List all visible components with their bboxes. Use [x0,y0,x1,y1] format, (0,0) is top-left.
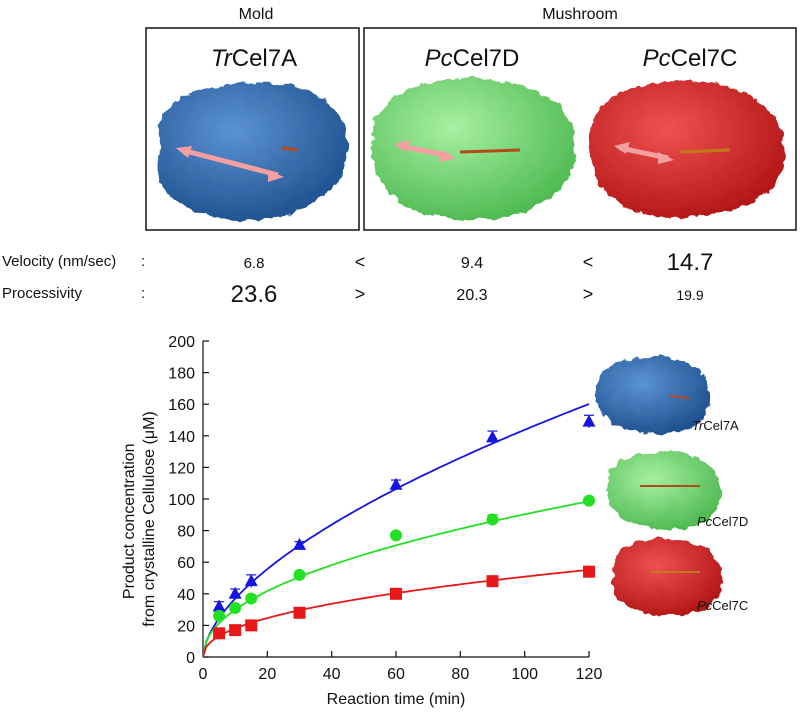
x-tick-label: 80 [451,666,469,683]
data-point [582,414,596,427]
velocity-operator: < [355,252,366,272]
enzyme-title-suffix: Cel7A [232,45,297,72]
velocity-label: Velocity (nm/sec) [2,253,116,270]
x-tick-label: 0 [199,666,208,683]
processivity-label: Processivity [2,285,83,302]
series-trcel7a [202,403,596,658]
data-point [293,568,306,581]
processivity-colon: : [141,285,145,302]
fit-curve [202,500,590,658]
enzyme-title-pccel7c: PcCel7C [643,45,738,72]
legend-label-prefix: Pc [697,514,713,529]
legend-label-pccel7c: PcCel7C [697,598,748,613]
data-point [212,599,226,612]
velocity-value-pccel7c: 14.7 [667,249,714,276]
data-point [486,575,499,588]
legend-thumbnail-pccel7d: PcCel7D [607,451,748,530]
y-tick-label: 0 [186,650,195,667]
data-point [245,619,258,632]
velocity-value-pccel7d: 9.4 [461,255,483,272]
y-tick-label: 200 [168,334,195,351]
x-axis-ticks: 0 20 40 60 80 100 120 [199,651,603,683]
data-point [390,529,402,542]
legend-label-suffix: Cel7D [712,514,748,529]
legend-label-prefix: Tr [692,418,704,433]
legend-thumbnail-pccel7c: PcCel7C [611,538,748,616]
velocity-value-trcel7a: 6.8 [244,255,265,272]
legend-label-pccel7d: PcCel7D [697,514,748,529]
velocity-colon: : [141,253,145,270]
data-point [583,494,595,507]
data-point [228,586,242,599]
y-tick-label: 100 [168,492,195,509]
y-tick-label: 120 [168,460,195,477]
y-axis-label: Product concentration from crystalline C… [121,411,158,626]
group-label-mold: Mold [239,6,274,23]
legend-label-prefix: Pc [697,598,713,613]
y-axis-label-line-2: from crystalline Cellulose (μM) [141,411,158,626]
velocity-operator: < [583,252,594,272]
mushroom-box [363,27,797,231]
processivity-value-pccel7c: 19.9 [676,287,703,303]
enzyme-title-prefix: Tr [211,45,233,72]
fit-curve [202,568,590,658]
enzyme-title-suffix: Cel7C [671,45,738,72]
y-axis-ticks: 0 20 40 60 80 100 120 140 160 180 200 [168,334,209,667]
y-tick-label: 60 [177,555,195,572]
data-point [583,565,595,578]
protein-image-trcel7a [158,81,348,221]
data-point [245,592,258,605]
legend-label-suffix: Cel7C [712,598,748,613]
chart-product-concentration: 0 20 40 60 80 100 120 0 20 40 60 80 100 120 140 160 180… [121,334,602,708]
processivity-value-trcel7a: 23.6 [231,281,278,308]
y-tick-label: 180 [168,366,195,383]
data-point [229,602,242,615]
group-label-mushroom: Mushroom [542,6,618,23]
protein-image-pccel7d [371,77,576,221]
y-axis-label-line-1: Product concentration [121,443,138,599]
data-point [389,477,403,490]
x-tick-label: 20 [258,666,276,683]
data-point [293,537,306,550]
x-axis-label: Reaction time (min) [327,691,466,708]
x-tick-label: 40 [323,666,341,683]
data-point [213,609,226,622]
enzyme-title-prefix: Pc [643,45,671,72]
legend-label-suffix: Cel7A [703,418,739,433]
series-pccel7c [202,565,595,658]
mold-box [145,27,360,231]
data-point [486,513,499,526]
data-point [293,606,306,619]
y-tick-label: 80 [177,524,195,541]
enzyme-title-trcel7a: TrCel7A [211,45,297,72]
data-point [244,574,258,587]
enzyme-title-suffix: Cel7D [453,45,520,72]
x-tick-label: 100 [511,666,538,683]
protein-image-pccel7c [589,80,785,219]
x-tick-label: 120 [576,666,603,683]
data-point [486,430,499,443]
y-tick-label: 140 [168,429,195,446]
y-tick-label: 40 [177,587,195,604]
channel-arrow [181,147,279,178]
legend-thumbnail-trcel7a: TrCel7A [595,355,739,434]
series-layer [202,403,596,658]
data-point [390,587,402,600]
y-tick-label: 160 [168,397,195,414]
processivity-value-pccel7d: 20.3 [456,287,487,304]
y-tick-label: 20 [177,618,195,635]
enzyme-title-pccel7d: PcCel7D [425,45,520,72]
x-tick-label: 60 [387,666,405,683]
legend-label-trcel7a: TrCel7A [692,418,739,433]
enzyme-title-prefix: Pc [425,45,453,72]
series-pccel7d [202,494,595,658]
processivity-operator: > [583,284,594,304]
data-point [213,627,226,640]
data-point [229,624,242,637]
processivity-operator: > [355,284,366,304]
